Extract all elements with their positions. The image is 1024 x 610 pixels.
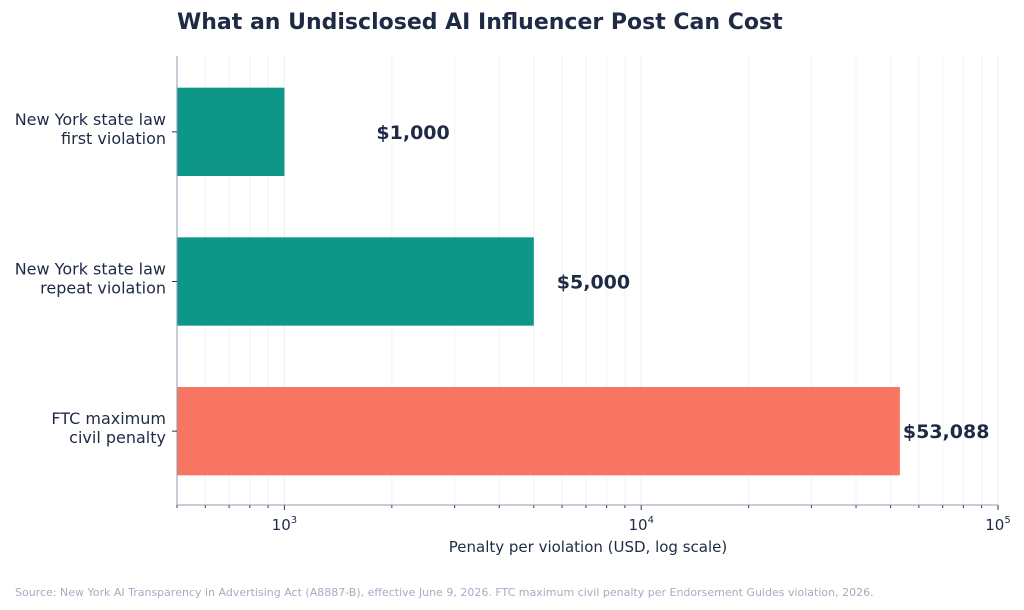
x-axis-ticks: 103 104 105 bbox=[272, 515, 1011, 534]
x-tick-label: 103 bbox=[272, 515, 297, 534]
category-label: FTC maximum civil penalty bbox=[51, 409, 166, 447]
y-axis-categories: New York state law first violation New Yor… bbox=[15, 110, 177, 447]
x-tick-label: 105 bbox=[985, 515, 1010, 534]
data-labels: $1,000 $5,000 $53,088 bbox=[376, 122, 989, 443]
category-label: New York state law first violation bbox=[15, 110, 166, 148]
bar bbox=[177, 387, 900, 476]
data-label: $5,000 bbox=[557, 272, 630, 294]
data-label: $53,088 bbox=[903, 421, 990, 443]
bar bbox=[177, 237, 534, 326]
x-axis-label: Penalty per violation (USD, log scale) bbox=[449, 538, 727, 556]
chart-title: What an Undisclosed AI Influencer Post C… bbox=[177, 10, 783, 35]
x-tick-label: 104 bbox=[628, 515, 653, 534]
category-label: New York state law repeat violation bbox=[15, 260, 166, 298]
source-note: Source: New York AI Transparency in Adve… bbox=[15, 586, 874, 599]
bars bbox=[177, 87, 900, 476]
data-label: $1,000 bbox=[376, 122, 449, 144]
bar bbox=[177, 87, 285, 176]
